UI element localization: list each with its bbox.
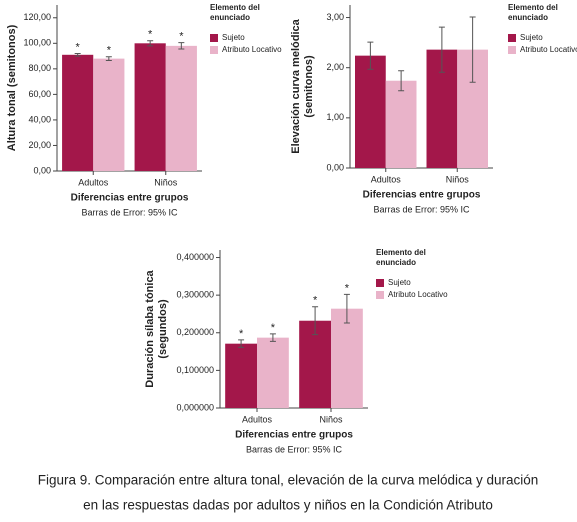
x-tick-label: Niños — [319, 414, 343, 424]
y-tick-label: 0,300000 — [176, 290, 214, 300]
y-tick-label: 80,00 — [28, 63, 51, 73]
error-bar — [469, 16, 476, 83]
annotation: * — [148, 29, 153, 41]
annotation: * — [179, 31, 184, 43]
legend-label: Atributo Locativo — [388, 290, 448, 299]
y-tick-label: 20,00 — [28, 140, 51, 150]
bar — [355, 55, 386, 169]
legend-label: Atributo Locativo — [520, 45, 577, 54]
y-axis-title: Elevación curva melódica — [290, 18, 302, 153]
y-tick-label: 60,00 — [28, 89, 51, 99]
y-tick-label: 0,200000 — [176, 327, 214, 337]
x-tick-label: Adultos — [78, 177, 109, 187]
y-tick-label: 1,00 — [326, 112, 344, 122]
error-bar — [269, 333, 276, 342]
y-tick-label: 0,400000 — [176, 252, 214, 262]
legend-swatch — [210, 46, 218, 54]
bar — [134, 43, 166, 171]
x-axis-title: Diferencias entre grupos — [363, 190, 481, 201]
error-bar — [147, 40, 154, 47]
error-bar — [238, 339, 245, 348]
bar — [257, 337, 289, 408]
y-tick-label: 0,00 — [326, 162, 344, 172]
legend-swatch — [376, 279, 384, 287]
x-tick-label: Niños — [154, 177, 178, 187]
bar — [331, 308, 363, 408]
y-axis-title: Altura tonal (semitonos) — [6, 24, 18, 151]
legend-label: Sujeto — [520, 33, 543, 42]
error-bar — [105, 56, 112, 62]
annotation: * — [76, 41, 81, 53]
bar — [62, 54, 94, 171]
error-bar — [312, 306, 319, 336]
y-tick-label: 2,00 — [326, 62, 344, 72]
legend-label: Atributo Locativo — [222, 45, 282, 54]
caption: Figura 9. Comparación entre altura tonal… — [38, 473, 539, 488]
note: Barras de Error: 95% IC — [81, 207, 178, 217]
legend-title: enunciado — [508, 13, 548, 22]
y-axis-title: Duración sílaba tónica — [144, 269, 156, 387]
bar — [225, 343, 257, 408]
bar — [93, 58, 125, 171]
error-bar — [178, 42, 185, 50]
y-axis-title: (segundos) — [157, 299, 169, 359]
note: Barras de Error: 95% IC — [373, 204, 470, 214]
legend-swatch — [508, 34, 516, 42]
legend-title: Elemento del — [376, 248, 426, 257]
legend-swatch — [210, 34, 218, 42]
y-axis-title: (semitonos) — [303, 55, 315, 118]
legend-label: Sujeto — [222, 33, 245, 42]
legend-swatch — [508, 46, 516, 54]
y-tick-label: 3,00 — [326, 12, 344, 22]
x-tick-label: Niños — [446, 174, 470, 184]
error-bar — [343, 293, 350, 324]
y-tick-label: 0,00 — [33, 165, 51, 175]
x-axis-title: Diferencias entre grupos — [71, 193, 189, 204]
bar — [385, 80, 417, 168]
error-bar — [367, 41, 374, 70]
y-tick-label: 0,100000 — [176, 365, 214, 375]
y-tick-label: 100,00 — [23, 38, 51, 48]
note: Barras de Error: 95% IC — [246, 444, 343, 454]
x-tick-label: Adultos — [242, 414, 273, 424]
bar — [165, 45, 197, 171]
bar — [299, 320, 331, 408]
annotation: * — [345, 282, 350, 294]
y-tick-label: 0,000000 — [176, 402, 214, 412]
annotation: * — [313, 295, 318, 307]
annotation: * — [239, 328, 244, 340]
x-axis-title: Diferencias entre grupos — [235, 430, 353, 441]
legend-swatch — [376, 291, 384, 299]
caption: en las respuestas dadas por adultos y ni… — [83, 498, 493, 513]
legend-title: Elemento del — [508, 3, 558, 12]
legend-title: enunciado — [376, 258, 416, 267]
legend-title: enunciado — [210, 13, 250, 22]
y-tick-label: 40,00 — [28, 114, 51, 124]
annotation: * — [271, 322, 276, 334]
y-tick-label: 120,00 — [23, 12, 51, 22]
legend-label: Sujeto — [388, 278, 411, 287]
error-bar — [74, 53, 81, 57]
x-tick-label: Adultos — [371, 174, 402, 184]
legend-title: Elemento del — [210, 3, 260, 12]
error-bar — [398, 70, 405, 92]
annotation: * — [107, 45, 112, 57]
error-bar — [438, 26, 445, 73]
